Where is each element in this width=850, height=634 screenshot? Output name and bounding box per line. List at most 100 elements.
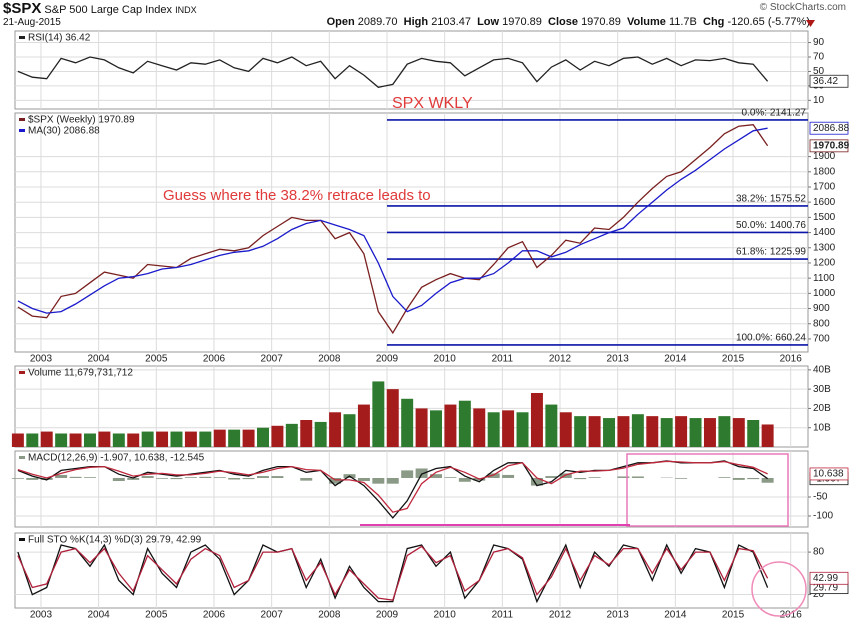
quote-label: Close [548,16,578,28]
end-label: 1970.89 [813,140,850,151]
x-tick-label: 2013 [607,354,630,365]
bar [430,474,442,478]
bar [458,477,471,482]
bar [69,476,82,478]
end-label-box [809,467,849,481]
x-tick-label: 2016 [780,354,803,365]
bar [689,418,702,447]
x-tick-label: 2004 [88,610,111,621]
x-tick-label: 2010 [434,354,457,365]
bar [83,433,96,447]
bar [530,393,543,447]
quote-label: Volume [626,16,666,28]
bar [473,408,486,447]
y-tick-label: 80 [813,547,825,558]
x-tick-label: 2009 [376,354,399,365]
y-tick-label: 1800 [813,166,836,177]
y-tick-label: 1400 [813,227,836,238]
bar [257,476,269,478]
end-label-box [809,139,849,153]
fib-label: 100.0%: 660.24 [736,333,806,344]
quote: Open 2089.70 High 2103.47 Low 1970.89 Cl… [327,16,810,28]
x-tick-label: 2005 [145,610,168,621]
bar [213,429,226,447]
quote-value: -120.65 (-5.77%) [727,16,810,28]
y-tick-label: 800 [813,318,830,329]
y-tick-label: 1700 [813,182,836,193]
series-line [17,56,769,88]
bar [300,420,313,447]
bar [271,425,284,447]
x-tick-label: 2011 [492,610,514,621]
bar [40,431,53,447]
series-line [17,127,768,314]
bar [559,473,572,478]
x-tick-label: 2009 [376,610,399,621]
x-tick-label: 2005 [145,354,168,365]
legend-label: Full STO %K(14,3) %D(3) 29.79, 42.99 [28,535,202,546]
bar [502,474,515,478]
y-tick-label: 10 [813,95,825,106]
bar [156,431,169,447]
bar [588,477,601,478]
x-tick-label: 2012 [549,354,572,365]
end-label-box [809,74,849,88]
quote-label: Low [477,16,500,28]
credit: © StockCharts.com [759,2,846,13]
y-tick-label: -50 [813,492,828,503]
bar [718,416,731,447]
bar [329,412,342,447]
x-tick-label: 2016 [780,610,803,621]
bar [357,404,370,447]
series-line [17,543,769,604]
x-tick-label: 2004 [88,354,111,365]
fib-label: 50.0%: 1400.76 [736,220,806,231]
title-row: $SPX S&P 500 Large Cap Index INDX [3,0,197,17]
bar [285,423,298,447]
bar [545,404,558,447]
legend-label: $SPX (Weekly) 1970.89 [28,115,135,126]
bar [199,476,212,478]
legend-swatch [19,36,25,39]
bar [732,477,745,480]
bar [329,477,342,484]
bar [487,473,500,478]
y-tick-label: 20B [813,403,831,414]
bar [617,476,630,478]
bar [747,477,760,480]
bar [242,477,255,480]
legend-label: RSI(14) 36.42 [28,33,91,44]
y-tick-label: 70 [813,52,825,63]
bar [386,389,399,447]
x-tick-label: 2015 [722,354,745,365]
bar [545,476,558,478]
y-tick-label: 1600 [813,197,836,208]
bar [401,398,414,447]
bar [141,431,154,447]
bar [83,477,96,478]
bar [603,418,616,447]
bar [588,416,601,447]
x-tick-label: 2015 [722,610,745,621]
x-tick-label: 2006 [203,610,226,621]
bar [415,408,428,447]
end-label: 2086.88 [813,123,850,134]
down-arrow [806,20,815,27]
end-label: 36.42 [813,76,838,87]
fib-label: 38.2%: 1575.52 [736,194,806,205]
bar [271,476,284,478]
bar [761,477,774,483]
bar [660,418,673,447]
bar [170,477,183,480]
header: $SPX S&P 500 Large Cap Index INDX © Stoc… [0,0,850,30]
bar [747,420,760,447]
bar [127,477,140,480]
bar [314,421,327,447]
x-tick-label: 2008 [318,610,341,621]
bar [559,412,572,447]
bar [98,431,111,447]
quote-value: 1970.89 [502,16,542,28]
fib-label: 61.8%: 1225.99 [736,247,806,258]
bar [631,414,644,447]
bar [199,431,212,447]
